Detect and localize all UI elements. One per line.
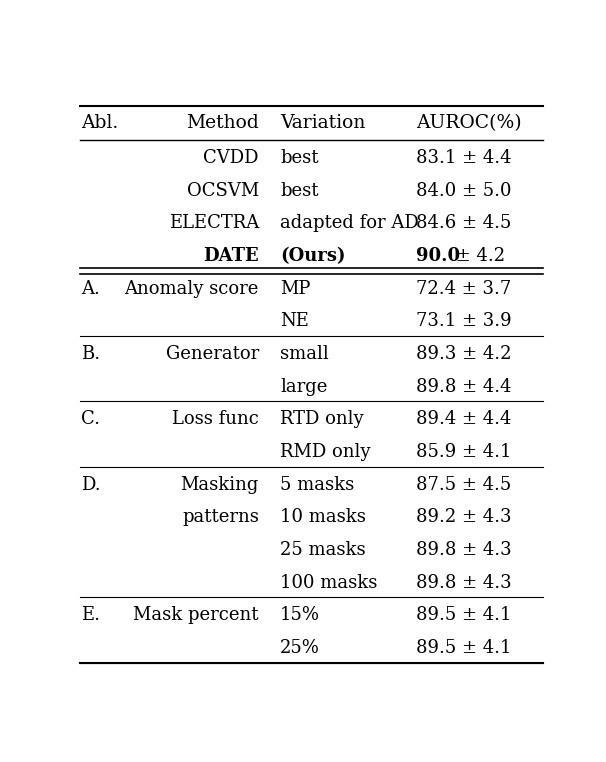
Text: 90.0: 90.0 (416, 247, 461, 265)
Text: patterns: patterns (182, 508, 259, 527)
Text: 15%: 15% (280, 607, 320, 624)
Text: small: small (280, 345, 329, 363)
Text: 73.1 ± 3.9: 73.1 ± 3.9 (416, 312, 512, 331)
Text: D.: D. (81, 475, 101, 494)
Text: Variation: Variation (280, 114, 365, 132)
Text: 100 masks: 100 masks (280, 574, 378, 591)
Text: 84.0 ± 5.0: 84.0 ± 5.0 (416, 182, 511, 200)
Text: 89.3 ± 4.2: 89.3 ± 4.2 (416, 345, 511, 363)
Text: Loss func: Loss func (172, 410, 259, 428)
Text: 89.2 ± 4.3: 89.2 ± 4.3 (416, 508, 511, 527)
Text: Abl.: Abl. (81, 114, 119, 132)
Text: Mask percent: Mask percent (133, 607, 259, 624)
Text: 72.4 ± 3.7: 72.4 ± 3.7 (416, 280, 511, 298)
Text: AUROC(%): AUROC(%) (416, 114, 522, 132)
Text: adapted for AD: adapted for AD (280, 214, 419, 232)
Text: Method: Method (186, 114, 259, 132)
Text: 89.8 ± 4.3: 89.8 ± 4.3 (416, 541, 512, 559)
Text: CVDD: CVDD (204, 149, 259, 167)
Text: MP: MP (280, 280, 310, 298)
Text: 89.4 ± 4.4: 89.4 ± 4.4 (416, 410, 511, 428)
Text: OCSVM: OCSVM (187, 182, 259, 200)
Text: RTD only: RTD only (280, 410, 364, 428)
Text: 89.5 ± 4.1: 89.5 ± 4.1 (416, 639, 511, 657)
Text: 87.5 ± 4.5: 87.5 ± 4.5 (416, 475, 511, 494)
Text: (Ours): (Ours) (280, 247, 345, 265)
Text: 83.1 ± 4.4: 83.1 ± 4.4 (416, 149, 511, 167)
Text: 85.9 ± 4.1: 85.9 ± 4.1 (416, 443, 511, 461)
Text: Anomaly score: Anomaly score (125, 280, 259, 298)
Text: best: best (280, 182, 319, 200)
Text: B.: B. (81, 345, 101, 363)
Text: 25 masks: 25 masks (280, 541, 365, 559)
Text: Generator: Generator (165, 345, 259, 363)
Text: 89.8 ± 4.3: 89.8 ± 4.3 (416, 574, 512, 591)
Text: 25%: 25% (280, 639, 320, 657)
Text: Masking: Masking (181, 475, 259, 494)
Text: 89.5 ± 4.1: 89.5 ± 4.1 (416, 607, 511, 624)
Text: DATE: DATE (203, 247, 259, 265)
Text: RMD only: RMD only (280, 443, 370, 461)
Text: 84.6 ± 4.5: 84.6 ± 4.5 (416, 214, 511, 232)
Text: 89.8 ± 4.4: 89.8 ± 4.4 (416, 378, 511, 395)
Text: best: best (280, 149, 319, 167)
Text: large: large (280, 378, 327, 395)
Text: ± 4.2: ± 4.2 (450, 247, 505, 265)
Text: E.: E. (81, 607, 101, 624)
Text: C.: C. (81, 410, 101, 428)
Text: A.: A. (81, 280, 100, 298)
Text: 10 masks: 10 masks (280, 508, 366, 527)
Text: NE: NE (280, 312, 309, 331)
Text: ELECTRA: ELECTRA (168, 214, 259, 232)
Text: 5 masks: 5 masks (280, 475, 355, 494)
